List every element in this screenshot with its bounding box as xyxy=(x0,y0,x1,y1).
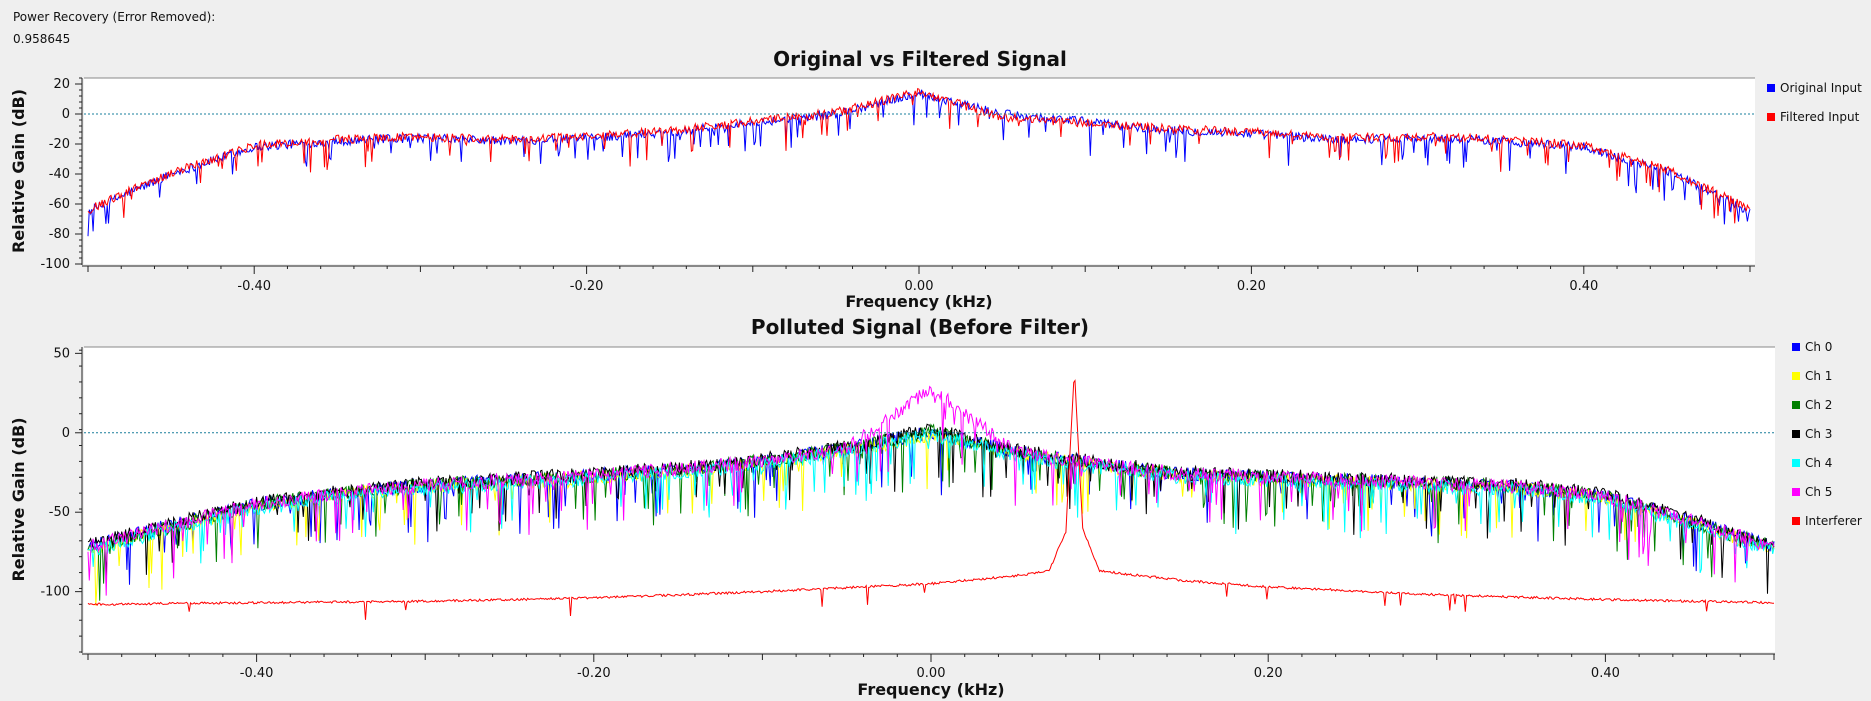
legend-label: Filtered Input xyxy=(1780,109,1860,124)
legend-label: Ch 5 xyxy=(1805,484,1833,499)
legend-label: Ch 4 xyxy=(1805,455,1833,470)
series-filtered-input xyxy=(87,87,1751,224)
series-original-input xyxy=(87,89,1751,237)
y-tick-label: 0 xyxy=(62,426,70,441)
data-layer xyxy=(87,379,1775,620)
x-tick-label: 0.40 xyxy=(1569,279,1598,294)
legend-swatch xyxy=(1767,112,1775,121)
legend-label: Ch 2 xyxy=(1805,397,1833,412)
legend-swatch xyxy=(1792,342,1800,351)
series-interferer xyxy=(87,379,1775,620)
legend-label: Interferer xyxy=(1805,513,1862,528)
y-tick-label: 0 xyxy=(62,107,70,122)
legend-label: Ch 0 xyxy=(1805,339,1833,354)
x-tick-label: 0.20 xyxy=(1254,666,1283,681)
power-recovery-readout: Power Recovery (Error Removed): 0.958645 xyxy=(13,6,215,50)
legend-item-ch-3[interactable]: Ch 3 xyxy=(1792,419,1862,448)
legend-item-filtered-input[interactable]: Filtered Input xyxy=(1767,102,1862,131)
polluted-signal-chart: Polluted Signal (Before Filter) 50 0 -50 -1… xyxy=(0,312,1871,701)
chart-title: Polluted Signal (Before Filter) xyxy=(750,315,1090,339)
y-tick-label: 50 xyxy=(53,346,70,361)
legend-label: Ch 1 xyxy=(1805,368,1833,383)
legend-label: Original Input xyxy=(1780,80,1862,95)
series-ch-5 xyxy=(87,385,1775,596)
legend-swatch xyxy=(1792,429,1800,438)
legend-swatch xyxy=(1792,516,1800,525)
legend-item-ch-2[interactable]: Ch 2 xyxy=(1792,390,1862,419)
plot-area[interactable]: 50 0 -50 -100 -0.40 -0.20 0.00 0.20 0.40 Frequenc… xyxy=(0,312,1871,701)
legend-item-ch-5[interactable]: Ch 5 xyxy=(1792,477,1862,506)
y-tick-label: -50 xyxy=(49,505,70,520)
x-tick-label: 0.20 xyxy=(1237,279,1266,294)
legend-swatch xyxy=(1792,487,1800,496)
plot-background xyxy=(84,78,1755,264)
legend-item-ch-0[interactable]: Ch 0 xyxy=(1792,332,1862,361)
x-axis-label: Frequency (kHz) xyxy=(857,680,1004,699)
x-axis-label: Frequency (kHz) xyxy=(845,292,992,311)
y-tick-label: -80 xyxy=(49,227,70,242)
legend-item-ch-1[interactable]: Ch 1 xyxy=(1792,361,1862,390)
y-tick-label: 20 xyxy=(53,77,70,92)
power-recovery-value: 0.958645 xyxy=(13,32,71,46)
y-axis-label: Relative Gain (dB) xyxy=(9,89,28,253)
y-tick-label: -100 xyxy=(40,257,70,272)
x-tick-label: 0.40 xyxy=(1591,666,1620,681)
x-tick-label: 0.00 xyxy=(917,666,946,681)
y-axis-label: Relative Gain (dB) xyxy=(9,417,28,581)
power-recovery-label: Power Recovery (Error Removed): xyxy=(13,10,216,24)
series-ch-4 xyxy=(87,428,1775,574)
y-tick-label: -20 xyxy=(49,137,70,152)
plot-area[interactable]: 20 0 -20 -40 -60 -80 -100 -0.40 -0.20 0.00 0.20 0.4… xyxy=(0,44,1871,314)
chart-title: Original vs Filtered Signal xyxy=(773,47,1067,71)
legend-swatch xyxy=(1792,458,1800,467)
legend-swatch xyxy=(1767,83,1775,92)
x-tick-label: -0.20 xyxy=(570,279,604,294)
original-vs-filtered-chart: Original vs Filtered Signal 20 0 -20 -40 -60… xyxy=(0,44,1871,314)
x-tick-label: 0.00 xyxy=(905,279,934,294)
y-tick-label: -60 xyxy=(49,197,70,212)
x-tick-label: -0.40 xyxy=(237,279,271,294)
legend-swatch xyxy=(1792,371,1800,380)
x-tick-label: -0.20 xyxy=(577,666,611,681)
legend: Ch 0 Ch 1 Ch 2 Ch 3 Ch 4 Ch 5 Interferer xyxy=(1792,332,1862,535)
legend-item-ch-4[interactable]: Ch 4 xyxy=(1792,448,1862,477)
y-tick-label: -100 xyxy=(40,585,70,600)
legend-item-interferer[interactable]: Interferer xyxy=(1792,506,1862,535)
y-tick-label: -40 xyxy=(49,167,70,182)
legend-label: Ch 3 xyxy=(1805,426,1833,441)
legend: Original Input Filtered Input xyxy=(1767,73,1862,131)
legend-swatch xyxy=(1792,400,1800,409)
data-layer xyxy=(87,87,1751,237)
legend-item-original-input[interactable]: Original Input xyxy=(1767,73,1862,102)
x-tick-label: -0.40 xyxy=(240,666,274,681)
